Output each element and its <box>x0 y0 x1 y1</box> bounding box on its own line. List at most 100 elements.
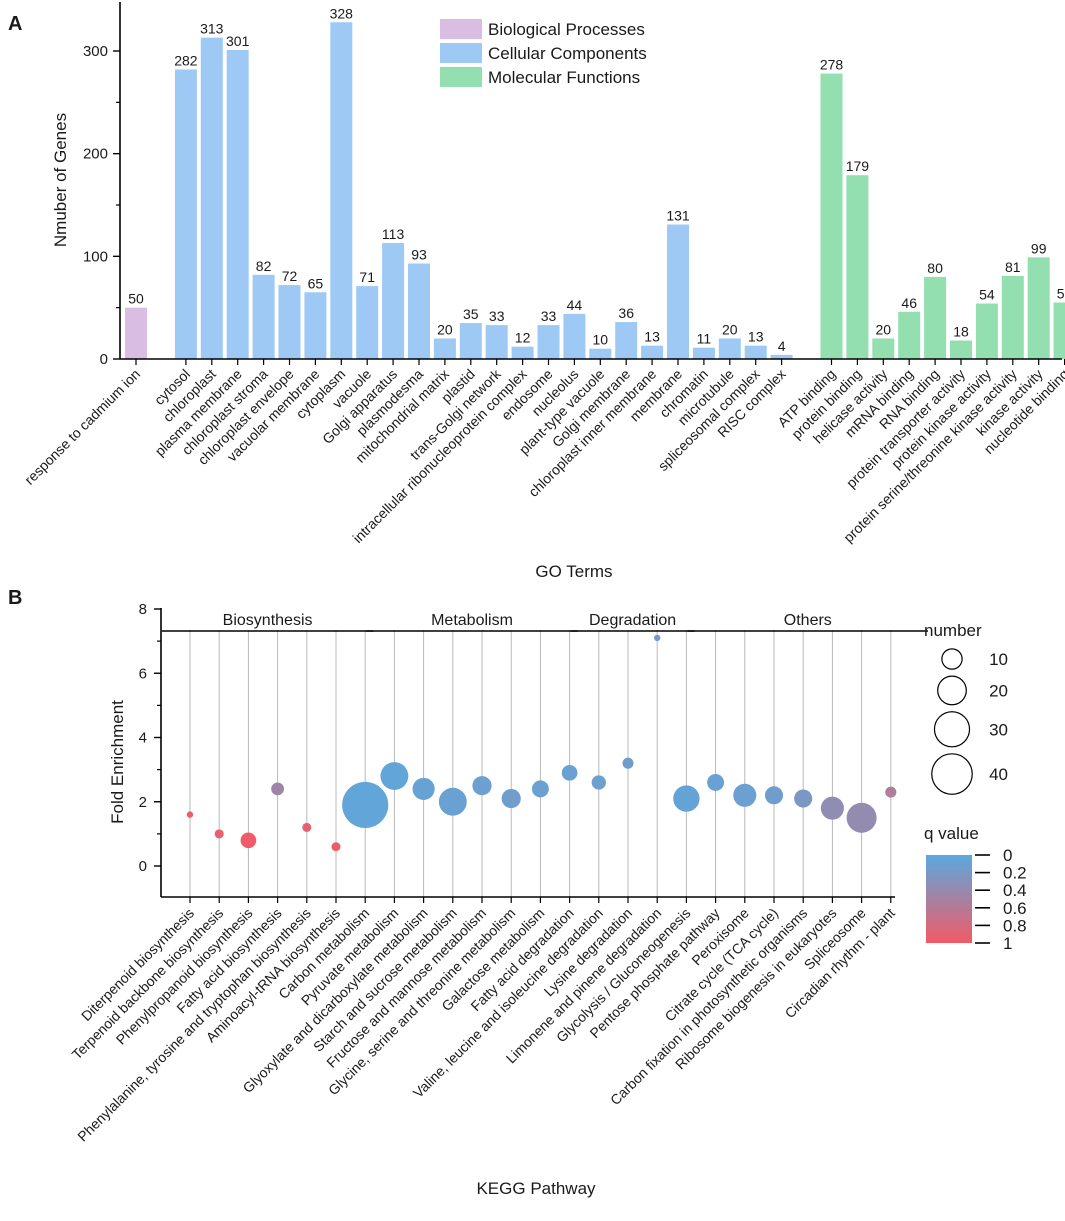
bar-value-label: 18 <box>953 324 969 340</box>
bar-chloroplast-envelope <box>278 285 301 359</box>
y-axis-title-a: Nmuber of Genes <box>51 113 70 247</box>
bar-value-label: 50 <box>128 291 144 307</box>
group-label-metabolism: Metabolism <box>431 612 513 629</box>
legend-label-biological-processes: Biological Processes <box>488 20 645 39</box>
color-scale-label: 0.8 <box>1003 916 1027 935</box>
bar-value-label: 278 <box>820 57 844 73</box>
bar-trans-golgi-network <box>485 325 508 359</box>
bar-value-label: 33 <box>541 308 557 324</box>
bar-vacuole <box>356 286 379 359</box>
y-tick-label: 0 <box>139 858 147 875</box>
bubble-lysine-degradation <box>622 757 634 769</box>
group-label-biosynthesis: Biosynthesis <box>223 612 313 629</box>
color-scale-label: 1 <box>1003 934 1012 953</box>
color-scale-label: 0.4 <box>1003 881 1027 900</box>
bar-value-label: 313 <box>200 21 224 37</box>
size-legend-label: 40 <box>989 765 1008 784</box>
y-tick-label: 100 <box>83 248 108 265</box>
bubble-phenylpropanoid-biosynthesis <box>240 832 257 849</box>
bubble-peroxisome <box>733 783 757 807</box>
group-label-others: Others <box>784 612 832 629</box>
bar-chloroplast-stroma <box>252 274 275 359</box>
bar-plasma-membrane <box>226 49 249 360</box>
bar-value-label: 131 <box>666 208 690 224</box>
panel-b-letter: B <box>8 587 22 609</box>
bubble-pyruvate-metabolism <box>380 762 409 790</box>
bar-golgi-apparatus <box>382 242 405 359</box>
size-legend-circle <box>937 675 967 706</box>
bar-rna-binding <box>924 276 947 359</box>
color-scale-label: 0 <box>1003 846 1012 865</box>
bar-value-label: 11 <box>697 331 712 347</box>
x-axis-title-a: GO Terms <box>535 562 612 581</box>
color-scale-bar <box>926 855 972 943</box>
bar-value-label: 282 <box>174 52 198 68</box>
bar-microtubule <box>718 338 741 359</box>
color-scale-label: 0.6 <box>1003 899 1027 918</box>
bar-membrane <box>667 224 689 359</box>
bar-value-label: 65 <box>308 275 324 291</box>
bar-value-label: 13 <box>644 329 660 345</box>
y-axis-title-b: Fold Enrichment <box>108 700 127 824</box>
bar-mitochondrial-matrix <box>433 338 456 359</box>
bar-value-label: 113 <box>382 226 405 242</box>
bar-atp-binding <box>820 73 843 359</box>
size-legend-circle <box>931 753 973 795</box>
bar-plant-type-vacuole <box>589 348 612 359</box>
panel-a-letter: A <box>8 13 22 35</box>
bar-value-label: 81 <box>1005 259 1021 275</box>
bubble-terpenoid-backbone-biosynthesis <box>214 829 224 839</box>
group-label-degradation: Degradation <box>589 612 676 629</box>
bar-chloroplast <box>200 37 223 360</box>
bar-value-label: 20 <box>722 321 738 337</box>
bubble-circadian-rhythm-plant <box>885 786 897 798</box>
axes-b <box>160 608 895 898</box>
bar-value-label: 10 <box>593 332 609 348</box>
bar-value-label: 99 <box>1031 240 1047 256</box>
bubble-spliceosome <box>846 802 877 833</box>
size-legend-title: number <box>924 621 982 640</box>
pathway-groups: Biosynthesis Metabolism Degradation Others <box>162 612 928 632</box>
bar-value-label: 44 <box>567 297 583 313</box>
bar-cytosol <box>174 69 197 359</box>
bar-protein-kinase-activity <box>975 303 998 359</box>
bar-value-label: 80 <box>927 260 943 276</box>
bar-value-label: 12 <box>515 330 531 346</box>
bar-kinase-activity <box>1027 257 1050 359</box>
bubble-glyoxylate-and-dicarboxylate-metabolism <box>412 777 435 800</box>
bubble-carbon-metabolism <box>342 781 389 829</box>
y-tick-label: 300 <box>83 43 108 60</box>
bar-mrna-binding <box>898 311 921 359</box>
bar-value-label: 71 <box>359 269 375 285</box>
color-scale-label: 0.2 <box>1003 864 1027 883</box>
bubble-limonene-and-pinene-degradation <box>654 634 661 642</box>
bubble-citrate-cycle-tca-cycle <box>764 786 784 805</box>
bubble-group <box>186 634 897 852</box>
size-legend-circle <box>941 648 963 670</box>
bubble-galactose-metabolism <box>531 780 549 798</box>
bubble-pentose-phosphate-pathway <box>707 774 725 791</box>
bubble-carbon-fixation-in-photosynthetic-organisms <box>794 789 813 808</box>
bar-value-label: 179 <box>846 158 870 174</box>
size-legend-label: 20 <box>989 681 1008 700</box>
bar-value-label: 4 <box>778 338 786 354</box>
bubble-glycine-serine-and-threonine-metabolism <box>501 788 521 809</box>
x-tick-label: response to cadmium ion <box>21 366 143 488</box>
bar-value-label: 93 <box>411 247 427 263</box>
bar-value-label: 55 <box>1057 286 1065 302</box>
legend-label-molecular-functions: Molecular Functions <box>488 68 640 87</box>
bubble-fatty-acid-biosynthesis <box>271 782 284 796</box>
bar-vacuolar-membrane <box>304 292 327 359</box>
bar-value-label: 20 <box>437 321 453 337</box>
legend-swatch-biological-processes <box>440 19 482 39</box>
bubble-phenylalanine-tyrosine-and-tryptophan-biosynthesis <box>302 822 312 832</box>
size-legend-label: 30 <box>989 720 1008 739</box>
bar-plastid <box>459 323 482 359</box>
bar-value-label: 82 <box>256 258 272 274</box>
y-tick-label: 4 <box>139 730 147 747</box>
size-legend: number 10 20 30 40 <box>924 621 1008 795</box>
